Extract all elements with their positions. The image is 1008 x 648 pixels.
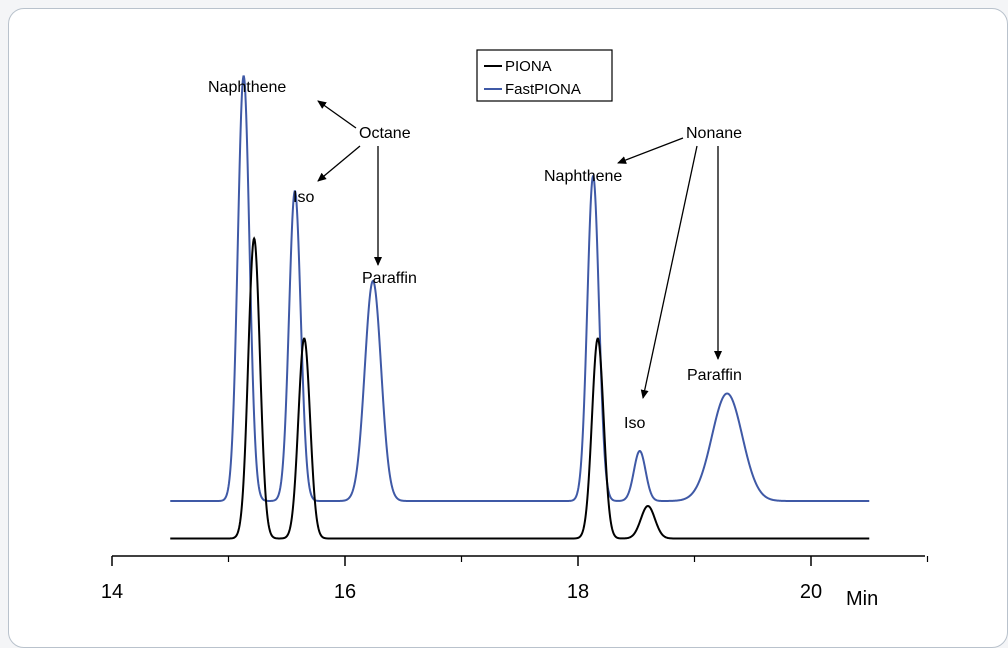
annotation-iso-nonane: Iso — [624, 415, 645, 432]
series-line-fastpiona — [170, 75, 870, 502]
series-line-piona — [170, 236, 870, 540]
x-tick-label: 20 — [800, 581, 822, 603]
arrow-nonane-naphthene — [617, 137, 684, 164]
x-axis-unit-label: Min — [846, 588, 878, 610]
annotation-octane: Octane — [359, 125, 411, 142]
x-axis: 14 16 18 20 Min — [101, 555, 929, 610]
annotation-paraffin-nonane: Paraffin — [687, 367, 742, 384]
arrow-octane-naphthene — [317, 100, 357, 129]
chart-frame — [8, 8, 1008, 648]
legend-label-fastpiona: FastPIONA — [505, 81, 581, 98]
annotation-iso-octane: Iso — [293, 189, 314, 206]
annotation-naphthene-nonane: Naphthene — [544, 168, 622, 185]
legend-label-piona: PIONA — [505, 58, 552, 75]
chromatogram-chart: PIONA FastPIONA 14 16 18 20 Min Naphthene O… — [101, 49, 929, 610]
annotation-paraffin-octane: Paraffin — [362, 270, 417, 287]
legend: PIONA FastPIONA — [476, 49, 613, 102]
annotations: Naphthene Octane Iso Paraffin Nonane Nap… — [208, 79, 742, 432]
x-tick-label: 14 — [101, 581, 123, 603]
annotation-naphthene-octane: Naphthene — [208, 79, 286, 96]
annotation-nonane: Nonane — [686, 125, 742, 142]
arrow-nonane-iso — [640, 145, 698, 399]
legend-box — [476, 49, 613, 102]
arrow-octane-iso — [317, 145, 361, 182]
x-tick-label: 16 — [334, 581, 356, 603]
x-tick-label: 18 — [567, 581, 589, 603]
